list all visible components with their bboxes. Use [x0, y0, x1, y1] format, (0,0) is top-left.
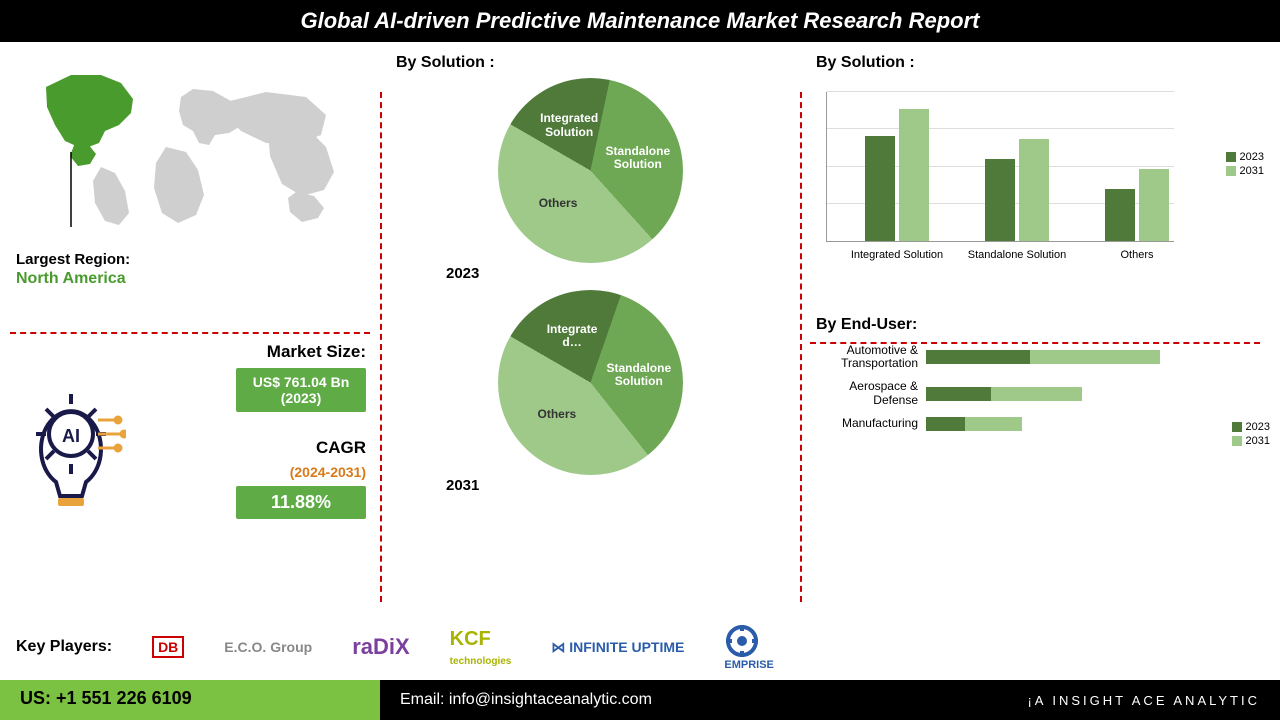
- legend-item: 2023: [1226, 151, 1264, 163]
- pie-2023-year: 2023: [446, 265, 784, 282]
- pie-2031-year: 2031: [446, 477, 784, 494]
- brand: ¡A INSIGHT ACE ANALYTIC: [1027, 693, 1260, 708]
- hbar-legend: 2023 2031: [1232, 419, 1270, 449]
- hbar-chart-title: By End-User:: [816, 316, 1264, 334]
- left-column: Largest Region: North America AI: [0, 42, 380, 612]
- bar: [1139, 169, 1169, 241]
- logo-kcf: KCFtechnologies: [450, 628, 512, 667]
- stats-panel: AI Market Size: US$ 761.04 Bn (2023) CAG…: [16, 342, 366, 519]
- hbar-chart: Automotive & Transportation Aerospace & D…: [816, 344, 1264, 524]
- footer-email: Email: info@insightaceanalytic.com ¡A IN…: [380, 680, 1280, 720]
- bar: [985, 159, 1015, 242]
- bar: [1019, 139, 1049, 241]
- hbar-label: Automotive & Transportation: [816, 344, 926, 370]
- hbar: [926, 350, 1030, 364]
- hbar: [926, 417, 965, 431]
- key-players-label: Key Players:: [16, 638, 112, 656]
- pie-slice-label: Integrated Solution: [534, 112, 604, 138]
- ai-icon: AI: [16, 372, 126, 517]
- logo-eco: E.C.O. Group: [224, 639, 312, 655]
- hbar: [965, 417, 1022, 431]
- page-title: Global AI-driven Predictive Maintenance …: [0, 0, 1280, 42]
- pie-2031: Integrate d… Standalone Solution Others 20…: [396, 290, 784, 494]
- hbar-row: Automotive & Transportation: [816, 344, 1264, 370]
- bar: [1105, 189, 1135, 242]
- hbar-row: Aerospace & Defense: [816, 380, 1264, 406]
- legend-item: 2023: [1232, 421, 1270, 433]
- pie-column: By Solution : Integrated Solution Standal…: [380, 42, 800, 612]
- pie-section-title: By Solution :: [396, 54, 784, 72]
- key-players-row: Key Players: DB E.C.O. Group raDiX KCFte…: [0, 622, 1280, 672]
- bar: [899, 109, 929, 241]
- pie-slice-label: Standalone Solution: [604, 362, 674, 388]
- largest-region-label: Largest Region:: [16, 251, 364, 268]
- cagr-label: CAGR: [316, 438, 366, 458]
- bar-category-label: Standalone Solution: [957, 249, 1077, 261]
- logo-emprise: EMPRISE: [724, 623, 774, 671]
- logo-infinite: ⋈ INFINITE UPTIME: [551, 639, 684, 656]
- logo-db: DB: [152, 636, 184, 658]
- svg-text:AI: AI: [62, 426, 80, 446]
- bar-legend: 2023 2031: [1226, 149, 1264, 179]
- world-map: [16, 62, 364, 247]
- pie-slice-label: Standalone Solution: [603, 145, 673, 171]
- hbar-row: Manufacturing: [816, 417, 1264, 431]
- hbar: [1030, 350, 1160, 364]
- right-column: By Solution : Integrated SolutionStandal…: [800, 42, 1280, 612]
- legend-item: 2031: [1232, 435, 1270, 447]
- cagr-years: (2024-2031): [290, 464, 366, 480]
- hbar: [926, 387, 991, 401]
- pie-slice-label: Others: [522, 408, 592, 421]
- bar-category-label: Integrated Solution: [837, 249, 957, 261]
- largest-region-value: North America: [16, 270, 364, 288]
- bar-chart-title: By Solution :: [816, 54, 1264, 72]
- pie-slice-label: Integrate d…: [537, 323, 607, 349]
- pie-2023: Integrated Solution Standalone Solution Ot…: [396, 78, 784, 282]
- bar-chart: Integrated SolutionStandalone SolutionOt…: [816, 92, 1264, 272]
- bar: [865, 136, 895, 241]
- hbar-label: Aerospace & Defense: [816, 380, 926, 406]
- pie-slice-label: Others: [523, 197, 593, 210]
- hbar-label: Manufacturing: [816, 417, 926, 430]
- market-size-label: Market Size:: [267, 342, 366, 362]
- legend-item: 2031: [1226, 165, 1264, 177]
- cagr-value-badge: 11.88%: [236, 486, 366, 519]
- footer-phone: US: +1 551 226 6109: [0, 680, 380, 720]
- main-grid: Largest Region: North America AI: [0, 42, 1280, 612]
- hbar: [991, 387, 1082, 401]
- footer: US: +1 551 226 6109 Email: info@insighta…: [0, 680, 1280, 720]
- bar-category-label: Others: [1077, 249, 1197, 261]
- market-size-badge: US$ 761.04 Bn (2023): [236, 368, 366, 412]
- logo-radix: raDiX: [352, 634, 409, 660]
